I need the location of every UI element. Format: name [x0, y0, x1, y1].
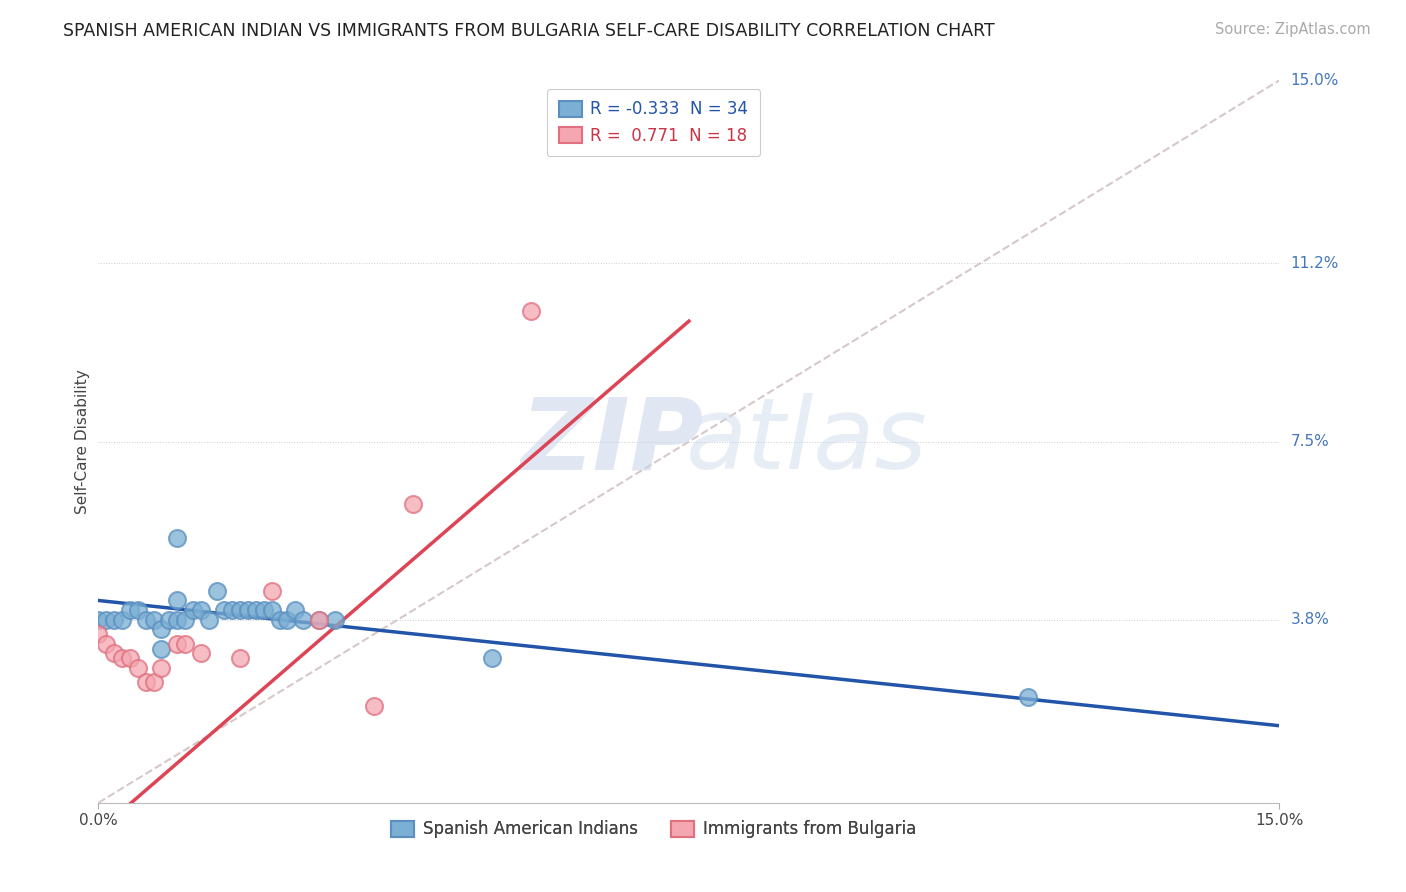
Point: [229, 603, 252, 617]
Point: [236, 603, 259, 617]
Text: Source: ZipAtlas.com: Source: ZipAtlas.com: [1215, 22, 1371, 37]
Text: 7.5%: 7.5%: [1291, 434, 1329, 449]
Point: [308, 613, 330, 627]
Point: [402, 497, 425, 511]
Point: [96, 613, 118, 627]
Point: [87, 613, 110, 627]
Point: [142, 675, 165, 690]
Point: [363, 699, 385, 714]
Text: 15.0%: 15.0%: [1291, 73, 1339, 87]
Point: [150, 661, 173, 675]
Point: [166, 593, 188, 607]
Text: 3.8%: 3.8%: [1291, 612, 1330, 627]
Legend: Spanish American Indians, Immigrants from Bulgaria: Spanish American Indians, Immigrants fro…: [384, 814, 922, 845]
Point: [1017, 690, 1039, 704]
Point: [103, 613, 125, 627]
Point: [103, 647, 125, 661]
Point: [181, 603, 204, 617]
Point: [142, 613, 165, 627]
Text: 11.2%: 11.2%: [1291, 256, 1339, 271]
Point: [118, 603, 141, 617]
Point: [118, 651, 141, 665]
Point: [166, 637, 188, 651]
Point: [166, 613, 188, 627]
Point: [157, 613, 180, 627]
Point: [308, 613, 330, 627]
Point: [253, 603, 276, 617]
Point: [190, 603, 212, 617]
Point: [111, 613, 134, 627]
Point: [127, 661, 149, 675]
Point: [96, 637, 118, 651]
Point: [260, 603, 283, 617]
Point: [127, 603, 149, 617]
Point: [323, 613, 346, 627]
Point: [197, 613, 219, 627]
Text: atlas: atlas: [686, 393, 928, 490]
Point: [245, 603, 267, 617]
Text: ZIP: ZIP: [520, 393, 703, 490]
Y-axis label: Self-Care Disability: Self-Care Disability: [75, 369, 90, 514]
Point: [174, 637, 197, 651]
Point: [87, 627, 110, 641]
Point: [229, 651, 252, 665]
Point: [190, 647, 212, 661]
Point: [166, 531, 188, 545]
Point: [135, 675, 157, 690]
Point: [205, 583, 228, 598]
Point: [135, 613, 157, 627]
Point: [292, 613, 315, 627]
Point: [269, 613, 291, 627]
Point: [214, 603, 236, 617]
Point: [150, 641, 173, 656]
Point: [111, 651, 134, 665]
Point: [481, 651, 503, 665]
Point: [284, 603, 307, 617]
Point: [174, 613, 197, 627]
Point: [276, 613, 298, 627]
Point: [520, 304, 543, 318]
Point: [260, 583, 283, 598]
Point: [221, 603, 243, 617]
Text: SPANISH AMERICAN INDIAN VS IMMIGRANTS FROM BULGARIA SELF-CARE DISABILITY CORRELA: SPANISH AMERICAN INDIAN VS IMMIGRANTS FR…: [63, 22, 995, 40]
Point: [150, 623, 173, 637]
